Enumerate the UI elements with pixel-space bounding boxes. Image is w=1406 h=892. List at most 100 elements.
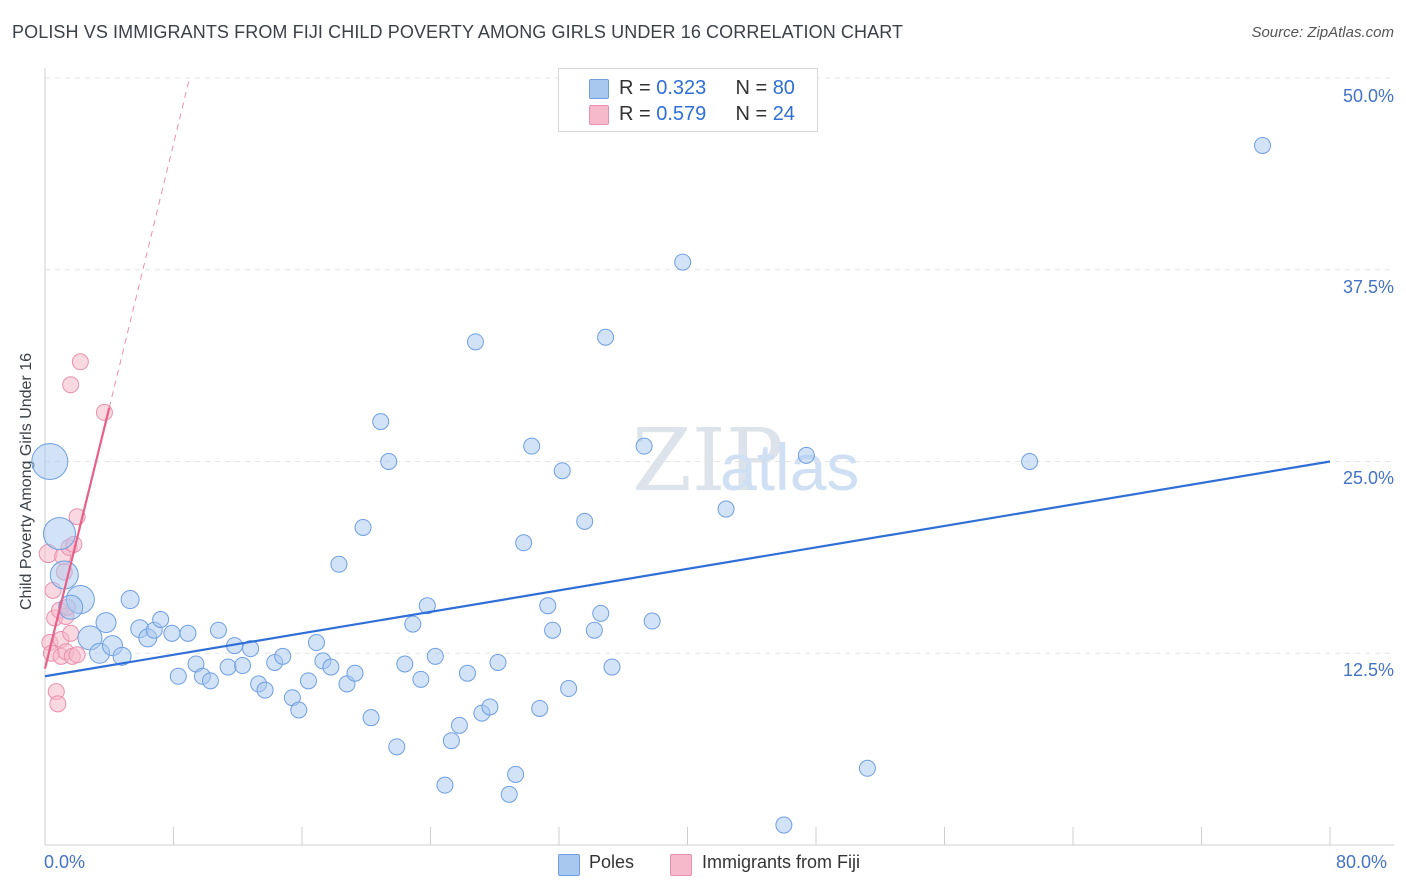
y-tick-label: 25.0%: [1342, 468, 1394, 488]
poles-point: [388, 738, 406, 756]
fiji-point: [62, 376, 80, 394]
poles-point: [362, 709, 380, 727]
poles-point: [412, 670, 430, 688]
poles-point: [539, 597, 557, 615]
trend-lines: [43, 77, 1331, 678]
poles-point: [585, 621, 603, 639]
poles-point: [256, 681, 274, 699]
legend-row-poles: R = 0.323 N = 80: [619, 77, 795, 100]
poles-point: [120, 590, 140, 610]
poles-point: [1021, 453, 1039, 470]
grid-lines: [45, 77, 1394, 654]
poles-trend-line: [44, 460, 1331, 678]
poles-point: [112, 646, 132, 666]
poles-point: [346, 664, 364, 682]
poles-legend-swatch[interactable]: [558, 854, 580, 876]
legend-n-value: 24: [772, 103, 795, 125]
fiji-point: [49, 695, 67, 713]
poles-point: [481, 698, 499, 716]
poles-point: [95, 612, 117, 634]
poles-point: [674, 253, 692, 271]
poles-point: [458, 664, 476, 682]
poles-legend-label[interactable]: Poles: [589, 852, 635, 872]
legend-r-label: R =: [619, 77, 657, 99]
poles-point: [531, 699, 549, 717]
poles-point: [152, 611, 170, 629]
poles-point: [42, 517, 76, 551]
poles-point: [544, 621, 562, 639]
poles-point: [560, 680, 578, 698]
y-tick-label: 37.5%: [1342, 277, 1394, 297]
poles-point: [169, 667, 187, 685]
legend-r-value: 0.323: [656, 77, 707, 99]
poles-point: [635, 437, 653, 455]
fiji-trend-line: [43, 407, 111, 669]
poles-swatch: [589, 79, 609, 99]
poles-point: [307, 634, 325, 652]
poles-point: [418, 597, 436, 615]
poles-point: [179, 624, 197, 642]
chart-title: POLISH VS IMMIGRANTS FROM FIJI CHILD POV…: [12, 22, 904, 42]
poles-point: [450, 716, 468, 734]
y-tick-label: 50.0%: [1342, 86, 1394, 106]
poles-point: [643, 612, 661, 630]
poles-point: [299, 672, 317, 690]
poles-point: [274, 647, 292, 665]
fiji-legend-swatch[interactable]: [670, 854, 692, 876]
poles-point: [201, 672, 219, 690]
poles-point: [515, 534, 533, 552]
poles-point: [380, 453, 398, 470]
poles-point: [489, 653, 507, 671]
poles-point: [209, 621, 227, 639]
fiji-legend-label[interactable]: Immigrants from Fiji: [702, 852, 861, 872]
poles-point: [219, 658, 237, 676]
x-tick-label: 80.0%: [1336, 852, 1388, 872]
poles-point: [775, 816, 793, 834]
fiji-point: [95, 403, 113, 421]
legend-r-label: R =: [619, 103, 657, 125]
poles-point: [242, 640, 260, 658]
poles-point: [426, 647, 444, 665]
poles-point: [330, 555, 348, 573]
poles-point: [553, 462, 571, 480]
poles-point: [372, 413, 390, 431]
source-credit: Source: ZipAtlas.com: [1251, 24, 1394, 41]
poles-point: [442, 732, 460, 750]
poles-point: [797, 446, 815, 464]
legend-n-label: N =: [735, 77, 773, 99]
poles-point: [404, 615, 422, 633]
legend-r-value: 0.579: [656, 103, 707, 125]
legend-n-label: N =: [735, 103, 773, 125]
poles-point: [1254, 136, 1272, 154]
legend-n-value: 80: [772, 77, 795, 99]
y-tick-label: 12.5%: [1342, 660, 1394, 680]
poles-point: [290, 701, 308, 719]
poles-point: [322, 658, 340, 676]
poles-point: [234, 657, 252, 675]
fiji-swatch: [589, 105, 609, 125]
fiji-trend-extension: [108, 77, 191, 408]
poles-point: [858, 759, 876, 777]
correlation-legend: R = 0.323 N = 80 R = 0.579 N = 24: [558, 68, 818, 132]
fiji-point: [62, 624, 80, 642]
poles-point: [163, 624, 181, 642]
fiji-point: [71, 353, 89, 371]
watermark-atlas: atlas: [720, 430, 859, 504]
poles-point: [603, 658, 621, 676]
poles-point: [436, 776, 454, 794]
poles-point: [500, 785, 518, 803]
poles-point: [592, 604, 610, 622]
poles-point: [576, 512, 594, 530]
poles-point: [466, 333, 484, 351]
poles-series: [31, 136, 1272, 834]
poles-point: [396, 655, 414, 673]
poles-point: [58, 594, 84, 620]
fiji-point: [68, 646, 86, 664]
poles-point: [354, 518, 372, 536]
poles-point: [31, 443, 69, 480]
x-tick-label: 0.0%: [44, 852, 86, 872]
poles-point: [597, 328, 615, 346]
poles-point: [523, 437, 541, 455]
legend-row-fiji: R = 0.579 N = 24: [619, 103, 795, 126]
